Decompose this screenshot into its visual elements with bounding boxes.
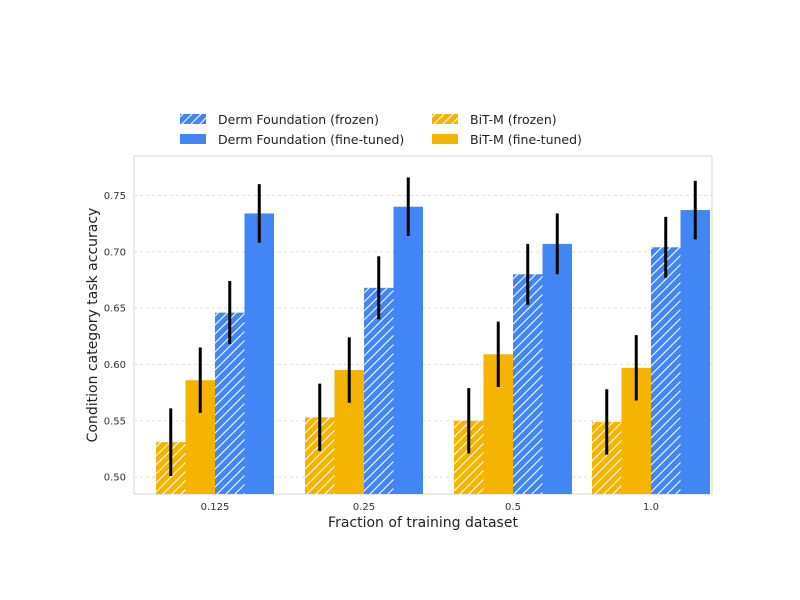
bar (651, 247, 681, 494)
bar (542, 243, 572, 494)
legend-swatch (432, 114, 458, 124)
bar (513, 274, 543, 494)
bar (680, 210, 710, 494)
y-tick-label: 0.75 (104, 191, 126, 202)
x-tick-label: 1.0 (643, 502, 659, 513)
y-axis-title: Condition category task accuracy (85, 208, 101, 443)
legend-label: BiT-M (fine-tuned) (470, 132, 582, 147)
x-tick-label: 0.125 (201, 502, 230, 513)
y-tick-label: 0.50 (104, 473, 126, 484)
y-tick-label: 0.60 (104, 360, 126, 371)
legend-swatch (180, 114, 206, 124)
x-axis-title: Fraction of training dataset (328, 515, 518, 531)
x-tick-label: 0.5 (505, 502, 521, 513)
bar (244, 213, 274, 494)
bar (393, 206, 423, 494)
x-axis-ticks: 0.125 0.25 0.5 1.0 (201, 502, 659, 513)
legend-label: Derm Foundation (frozen) (218, 112, 379, 127)
legend-swatch (180, 134, 206, 144)
bar (364, 287, 394, 494)
legend-label: BiT-M (frozen) (470, 112, 557, 127)
legend-swatch (432, 134, 458, 144)
y-tick-label: 0.55 (104, 416, 126, 427)
x-tick-label: 0.25 (353, 502, 375, 513)
legend: Derm Foundation (frozen) BiT-M (frozen) De… (180, 112, 582, 147)
y-axis-ticks: 0.50 0.55 0.60 0.65 0.70 0.75 (104, 191, 126, 484)
y-tick-label: 0.70 (104, 247, 126, 258)
error-bars (169, 177, 697, 476)
y-tick-label: 0.65 (104, 304, 126, 315)
legend-label: Derm Foundation (fine-tuned) (218, 132, 404, 147)
